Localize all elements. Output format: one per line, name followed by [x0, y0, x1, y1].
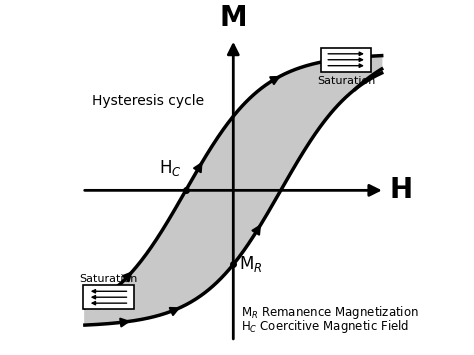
Text: M$_R$ Remanence Magnetization: M$_R$ Remanence Magnetization [241, 304, 419, 321]
Text: Saturation: Saturation [80, 274, 138, 284]
FancyBboxPatch shape [83, 285, 134, 309]
Text: H: H [389, 176, 412, 204]
FancyBboxPatch shape [321, 48, 371, 72]
Text: M$_R$: M$_R$ [239, 255, 263, 274]
Polygon shape [85, 56, 382, 325]
Text: Saturation: Saturation [317, 76, 375, 86]
Text: H$_C$: H$_C$ [159, 158, 182, 179]
Text: H$_C$ Coercitive Magnetic Field: H$_C$ Coercitive Magnetic Field [241, 318, 409, 335]
Text: M: M [219, 4, 247, 32]
Text: Hysteresis cycle: Hysteresis cycle [92, 94, 204, 108]
